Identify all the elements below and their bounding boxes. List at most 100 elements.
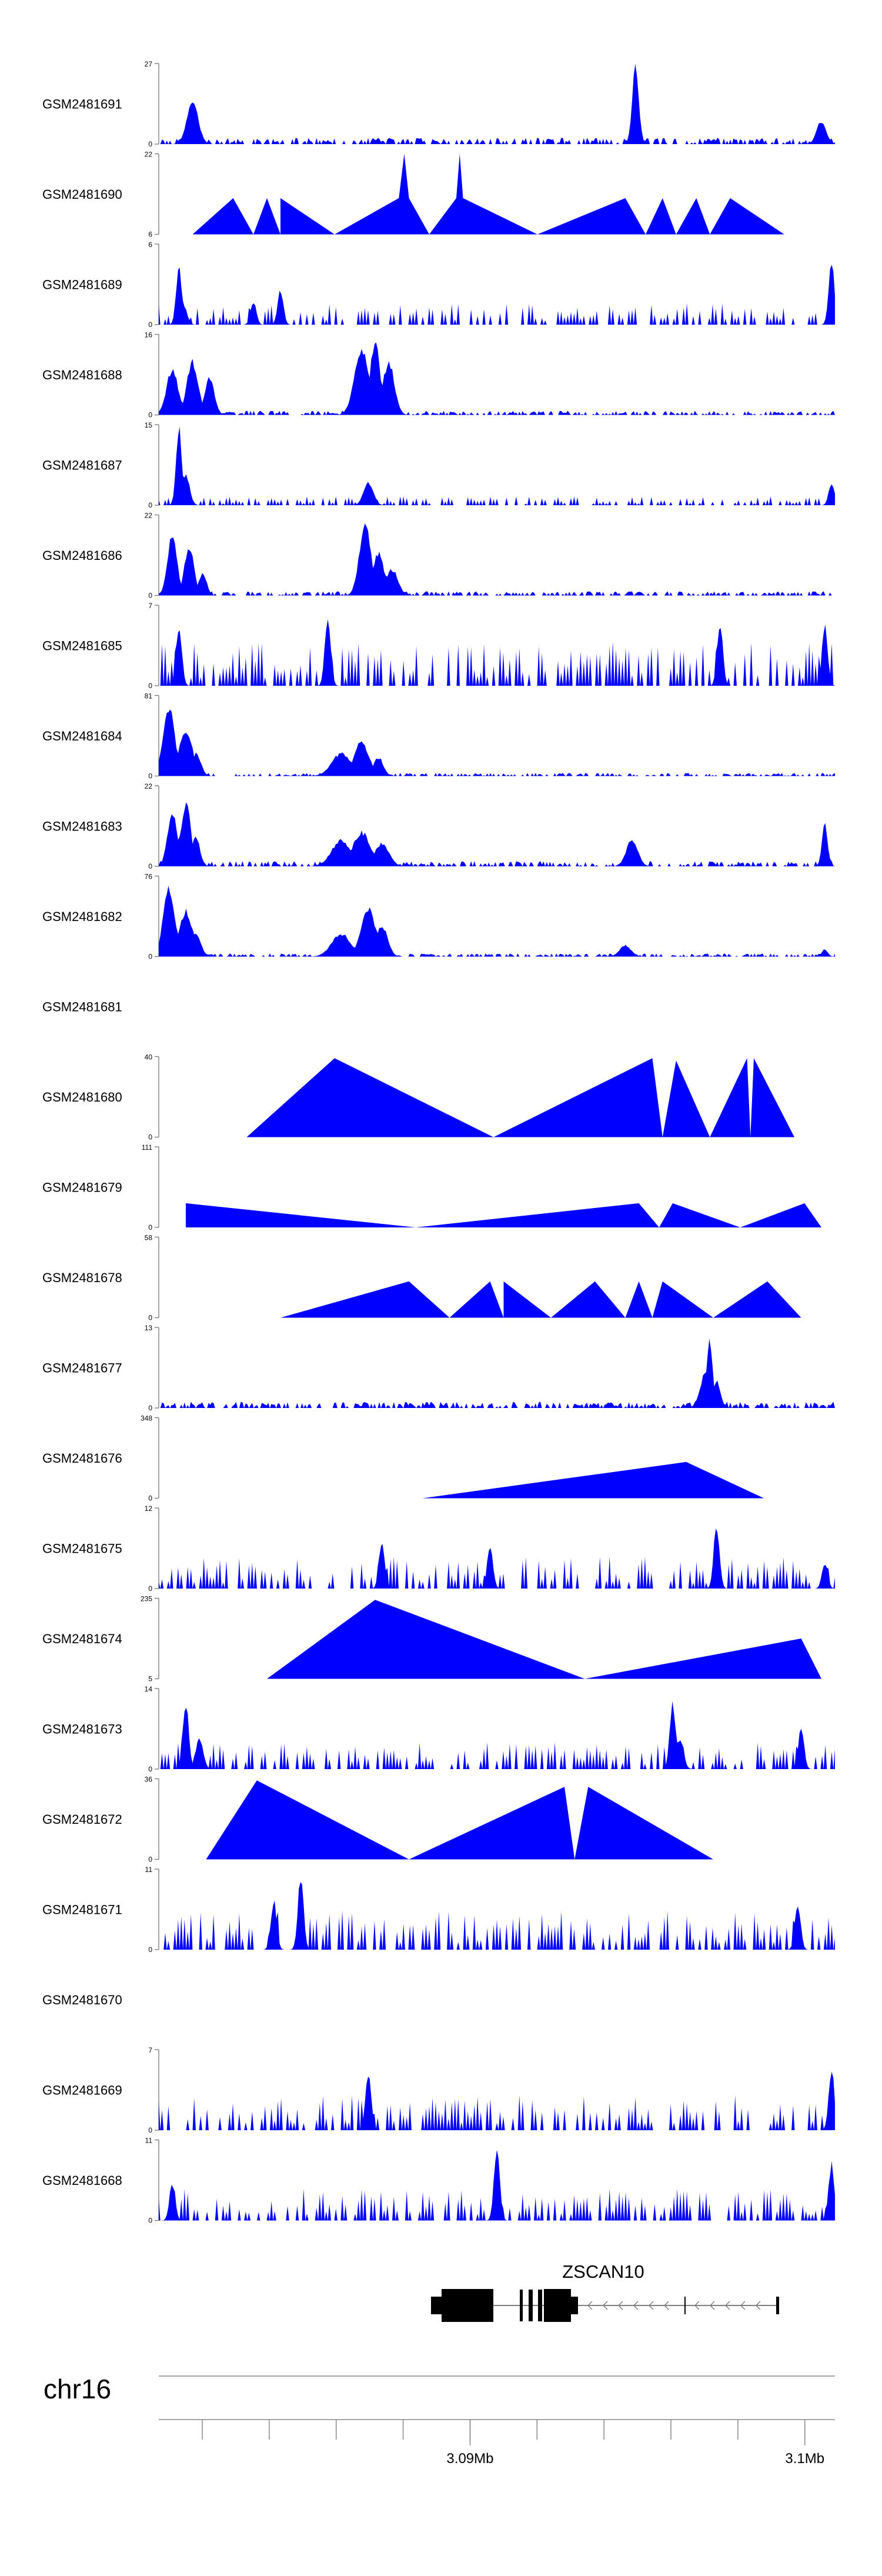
track-GSM2481684: GSM2481684 81 0 bbox=[42, 692, 835, 780]
track-GSM2481682: GSM2481682 76 0 bbox=[42, 873, 835, 961]
track-ymax-label: 81 bbox=[145, 692, 153, 700]
track-ymax-label: 7 bbox=[148, 2046, 152, 2054]
gene-utr-box bbox=[571, 2297, 578, 2314]
track-label: GSM2481688 bbox=[42, 368, 122, 382]
strand-arrow bbox=[725, 2301, 730, 2310]
track-label: GSM2481671 bbox=[42, 1903, 122, 1917]
axis-ticks: 3.09Mb 3.1Mb bbox=[202, 2420, 824, 2467]
track-ymin-label: 6 bbox=[148, 231, 152, 239]
track-ymin-label: 0 bbox=[148, 1946, 152, 1954]
gene-exon bbox=[538, 2290, 542, 2321]
coverage-area bbox=[159, 709, 835, 776]
strand-arrows bbox=[587, 2301, 761, 2310]
track-ymax-label: 27 bbox=[145, 60, 153, 68]
track-label: GSM2481668 bbox=[42, 2173, 122, 2188]
track-label: GSM2481684 bbox=[42, 729, 122, 743]
coverage-area bbox=[159, 1701, 835, 1769]
track-label: GSM2481669 bbox=[42, 2083, 122, 2098]
track-ymax-label: 76 bbox=[145, 873, 153, 881]
track-label: GSM2481691 bbox=[42, 97, 122, 112]
gene-exon bbox=[442, 2289, 493, 2322]
track-ymax-label: 235 bbox=[141, 1595, 152, 1603]
strand-arrow bbox=[710, 2301, 715, 2310]
gene-exon bbox=[544, 2289, 571, 2322]
track-label: GSM2481674 bbox=[42, 1631, 122, 1646]
track-ymin-label: 0 bbox=[148, 1584, 152, 1593]
track-label: GSM2481673 bbox=[42, 1722, 122, 1737]
strand-arrow bbox=[649, 2301, 654, 2310]
track-GSM2481674: GSM2481674 235 5 bbox=[42, 1595, 821, 1683]
track-ymin-label: 5 bbox=[148, 1675, 152, 1683]
track-ymin-label: 0 bbox=[148, 501, 152, 509]
track-GSM2481680: GSM2481680 40 0 bbox=[42, 1053, 794, 1142]
track-ymin-label: 0 bbox=[148, 1856, 152, 1864]
track-ymax-label: 13 bbox=[145, 1324, 153, 1332]
coverage-area bbox=[246, 1058, 794, 1137]
track-ymin-label: 0 bbox=[148, 1765, 152, 1773]
gene-exon bbox=[520, 2290, 523, 2321]
track-ymax-label: 36 bbox=[145, 1776, 153, 1784]
coverage-area bbox=[159, 886, 835, 957]
strand-arrow bbox=[740, 2301, 746, 2310]
track-ymax-label: 11 bbox=[145, 1866, 153, 1874]
coverage-area bbox=[267, 1600, 821, 1679]
track-GSM2481679: GSM2481679 111 0 bbox=[42, 1143, 821, 1232]
track-GSM2481675: GSM2481675 12 0 bbox=[42, 1504, 835, 1593]
track-label: GSM2481676 bbox=[42, 1451, 122, 1466]
gene-label: ZSCAN10 bbox=[562, 2261, 644, 2282]
coverage-area bbox=[159, 342, 835, 415]
track-ymax-label: 348 bbox=[141, 1414, 152, 1423]
track-GSM2481683: GSM2481683 22 0 bbox=[42, 782, 835, 870]
track-ymax-label: 22 bbox=[145, 782, 153, 790]
coverage-area bbox=[159, 1882, 835, 1950]
track-ymax-label: 12 bbox=[145, 1504, 153, 1513]
track-ymin-label: 0 bbox=[148, 1404, 152, 1412]
track-GSM2481676: GSM2481676 348 0 bbox=[42, 1414, 764, 1503]
track-GSM2481688: GSM2481688 16 0 bbox=[42, 331, 835, 419]
track-label: GSM2481672 bbox=[42, 1812, 122, 1827]
track-label: GSM2481681 bbox=[42, 1000, 122, 1015]
axis-tick-label: 3.09Mb bbox=[446, 2451, 493, 2467]
gene-exon bbox=[776, 2297, 779, 2314]
track-GSM2481669: GSM2481669 7 0 bbox=[42, 2046, 835, 2134]
track-ymax-label: 15 bbox=[145, 421, 153, 429]
track-label: GSM2481690 bbox=[42, 187, 122, 202]
track-ymax-label: 111 bbox=[142, 1143, 153, 1152]
track-ymin-label: 0 bbox=[148, 2126, 152, 2134]
coverage-area bbox=[159, 802, 835, 866]
coverage-area bbox=[159, 426, 835, 505]
track-ymax-label: 7 bbox=[148, 602, 152, 610]
track-ymin-label: 0 bbox=[148, 953, 152, 961]
coverage-area bbox=[159, 619, 835, 686]
coverage-area bbox=[159, 2071, 835, 2130]
track-GSM2481681: GSM2481681 bbox=[42, 1000, 122, 1015]
track-label: GSM2481689 bbox=[42, 278, 122, 292]
track-ymax-label: 22 bbox=[145, 512, 153, 520]
track-label: GSM2481678 bbox=[42, 1270, 122, 1285]
chromosome-label: chr16 bbox=[44, 2374, 111, 2404]
track-GSM2481685: GSM2481685 7 0 bbox=[42, 602, 835, 690]
coverage-area bbox=[159, 265, 835, 325]
strand-arrow bbox=[587, 2301, 593, 2310]
track-label: GSM2481686 bbox=[42, 548, 122, 563]
strand-arrow bbox=[694, 2301, 700, 2310]
track-label: GSM2481679 bbox=[42, 1180, 122, 1195]
track-ymin-label: 0 bbox=[148, 2217, 152, 2225]
strand-arrow bbox=[664, 2301, 669, 2310]
track-GSM2481672: GSM2481672 36 0 bbox=[42, 1776, 713, 1864]
track-GSM2481689: GSM2481689 6 0 bbox=[42, 241, 835, 329]
track-GSM2481677: GSM2481677 13 0 bbox=[42, 1324, 835, 1412]
track-ymax-label: 58 bbox=[145, 1234, 153, 1242]
strand-arrow bbox=[618, 2301, 623, 2310]
gene-model-ZSCAN10: ZSCAN10 bbox=[431, 2261, 779, 2322]
track-GSM2481673: GSM2481673 14 0 bbox=[42, 1685, 835, 1773]
coverage-area bbox=[159, 1339, 835, 1408]
track-label: GSM2481685 bbox=[42, 639, 122, 653]
track-ymin-label: 0 bbox=[148, 140, 152, 148]
track-ymin-label: 0 bbox=[148, 1223, 152, 1232]
track-GSM2481678: GSM2481678 58 0 bbox=[42, 1234, 801, 1322]
strand-arrow bbox=[603, 2301, 608, 2310]
track-ymax-label: 6 bbox=[148, 241, 152, 249]
coverage-area bbox=[159, 523, 835, 596]
coverage-area bbox=[422, 1461, 764, 1499]
